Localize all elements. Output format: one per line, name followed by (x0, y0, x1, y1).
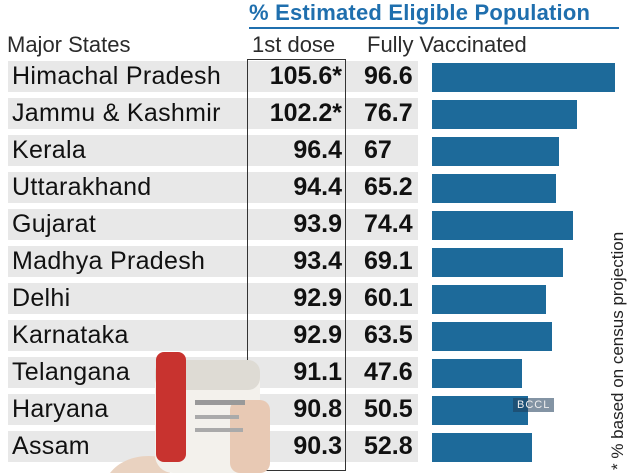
table-row: Gujarat 93.9 74.4 (0, 207, 630, 242)
fully-vaccinated-value: 50.5 (364, 395, 413, 423)
first-dose-value: 90.3 (293, 432, 342, 460)
table-row: Haryana 90.8 50.5 (0, 392, 630, 427)
watermark: BCCL (513, 398, 555, 412)
fully-vaccinated-value: 52.8 (364, 432, 413, 460)
state-name: Jammu & Kashmir (12, 99, 221, 127)
fully-vaccinated-value: 67 (364, 136, 392, 164)
state-name: Karnataka (12, 321, 129, 349)
row-background (8, 172, 418, 203)
fully-vaccinated-value: 47.6 (364, 358, 413, 386)
column-header-first-dose: 1st dose (252, 32, 336, 57)
state-name: Assam (12, 432, 90, 460)
table-row: Delhi 92.9 60.1 (0, 281, 630, 316)
title-rule (249, 27, 619, 29)
state-name: Gujarat (12, 210, 97, 238)
row-background (8, 209, 418, 240)
row-background (8, 320, 418, 351)
state-name: Kerala (12, 136, 87, 164)
column-header-states: Major States (7, 32, 131, 57)
fully-vaccinated-bar (432, 174, 556, 203)
fully-vaccinated-bar (432, 100, 577, 129)
first-dose-value: 90.8 (293, 395, 342, 423)
state-name: Madhya Pradesh (12, 247, 206, 275)
fully-vaccinated-value: 69.1 (364, 247, 413, 275)
fully-vaccinated-bar (432, 63, 615, 92)
fully-vaccinated-bar (432, 396, 528, 425)
chart-title: % Estimated Eligible Population (249, 0, 591, 25)
vaccine-vial-image (110, 352, 270, 473)
first-dose-value: 96.4 (293, 136, 342, 164)
state-name: Delhi (12, 284, 71, 312)
fully-vaccinated-bar (432, 359, 522, 388)
table-row: Jammu & Kashmir 102.2* 76.7 (0, 96, 630, 131)
fully-vaccinated-value: 96.6 (364, 62, 413, 90)
fully-vaccinated-value: 65.2 (364, 173, 413, 201)
first-dose-value: 92.9 (293, 321, 342, 349)
fully-vaccinated-bar (432, 211, 573, 240)
fully-vaccinated-value: 60.1 (364, 284, 413, 312)
row-background (8, 98, 418, 129)
table-row: Kerala 96.4 67 (0, 133, 630, 168)
first-dose-value: 93.9 (293, 210, 342, 238)
fully-vaccinated-bar (432, 433, 532, 462)
fully-vaccinated-bar (432, 322, 552, 351)
state-name: Haryana (12, 395, 109, 423)
table-row: Madhya Pradesh 93.4 69.1 (0, 244, 630, 279)
row-background (8, 135, 418, 166)
state-name: Himachal Pradesh (12, 62, 222, 90)
fully-vaccinated-value: 63.5 (364, 321, 413, 349)
fully-vaccinated-value: 76.7 (364, 99, 413, 127)
fully-vaccinated-bar (432, 137, 559, 166)
first-dose-value: 91.1 (293, 358, 342, 386)
table-row: Uttarakhand 94.4 65.2 (0, 170, 630, 205)
first-dose-value: 93.4 (293, 247, 342, 275)
table-row: Himachal Pradesh 105.6* 96.6 (0, 59, 630, 94)
row-background (8, 246, 418, 277)
footnote: * % based on census projection (608, 231, 627, 470)
state-name: Telangana (12, 358, 131, 386)
first-dose-value: 94.4 (293, 173, 342, 201)
fully-vaccinated-bar (432, 248, 563, 277)
first-dose-value: 102.2* (269, 99, 342, 127)
first-dose-highlight-box (247, 59, 346, 471)
row-background (8, 283, 418, 314)
first-dose-value: 105.6* (269, 62, 342, 90)
first-dose-value: 92.9 (293, 284, 342, 312)
state-name: Uttarakhand (12, 173, 152, 201)
table-row: Karnataka 92.9 63.5 (0, 318, 630, 353)
fully-vaccinated-bar (432, 285, 546, 314)
fully-vaccinated-value: 74.4 (364, 210, 413, 238)
column-header-fully-vaccinated: Fully Vaccinated (367, 32, 527, 57)
row-background (8, 61, 418, 92)
